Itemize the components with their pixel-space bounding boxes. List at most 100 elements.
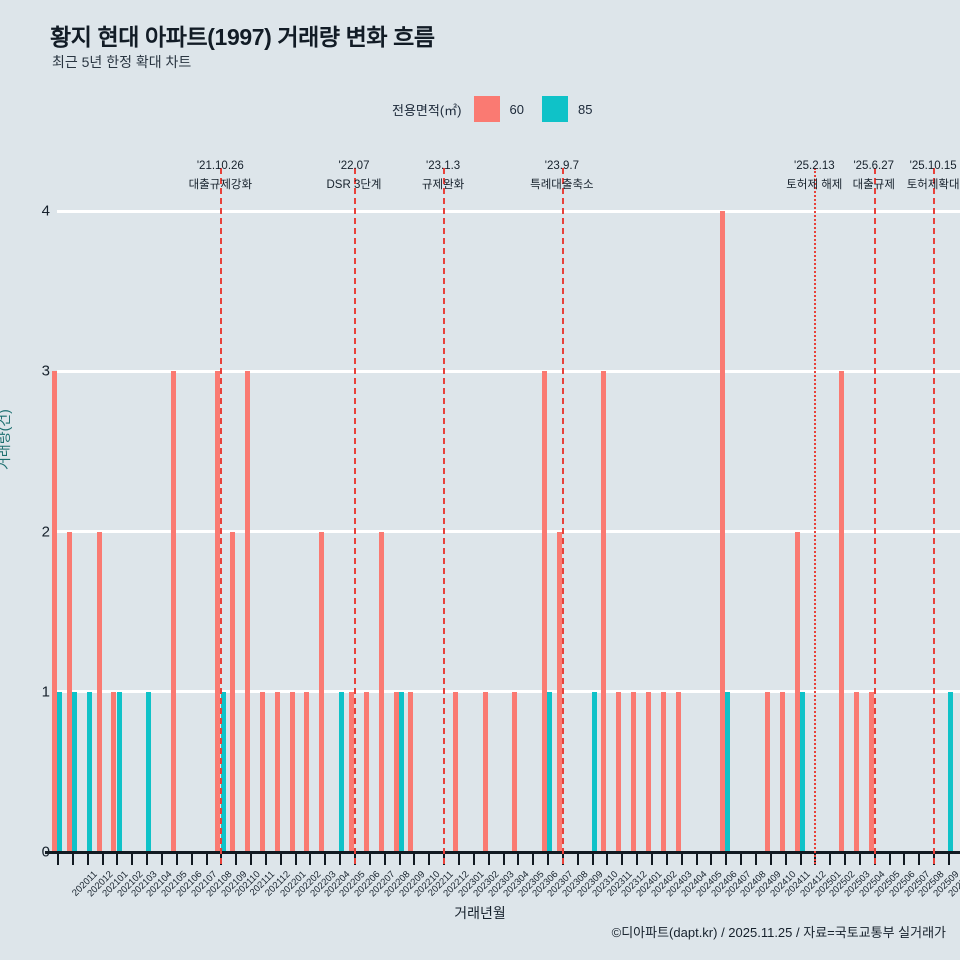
event-name: 토허제 해제 [786, 179, 843, 191]
event-name: 특례대출축소 [530, 179, 594, 191]
bar [794, 531, 800, 852]
x-tick [279, 854, 282, 865]
event-label: '22.07 DSR 3단계 [326, 160, 381, 192]
x-tick [175, 854, 178, 865]
bar [591, 691, 597, 852]
bar [378, 531, 384, 852]
x-tick [754, 854, 757, 865]
event-name: 대출규제강화 [188, 179, 253, 191]
x-tick [264, 854, 267, 865]
bar [72, 691, 78, 852]
x-tick [621, 854, 624, 865]
gridline [57, 530, 960, 533]
event-name: 규제완화 [421, 179, 465, 191]
x-axis-line [45, 851, 960, 854]
x-tick [665, 854, 668, 865]
bar [393, 691, 399, 852]
event-line [933, 168, 936, 864]
y-tick-label: 2 [41, 523, 50, 540]
x-tick [591, 854, 594, 865]
chart-footer: ©디아파트(dapt.kr) / 2025.11.25 / 자료=국토교통부 실… [611, 925, 946, 940]
x-tick [532, 854, 535, 865]
event-line [354, 168, 356, 864]
y-axis-title: 거래량(건) [0, 409, 12, 470]
x-tick [116, 854, 119, 865]
x-tick [799, 854, 802, 865]
x-tick [57, 854, 59, 865]
y-tick-label: 4 [41, 202, 50, 220]
event-label: '25.10.15 토허제확대 [907, 160, 960, 192]
event-name: 토허제확대 [906, 179, 960, 191]
y-tick-label: 3 [41, 362, 50, 380]
bar [96, 531, 102, 852]
event-line [220, 168, 223, 864]
x-tick [413, 854, 416, 865]
bar [230, 531, 236, 852]
gridline [57, 690, 960, 694]
bar [349, 691, 354, 852]
bar [146, 691, 152, 852]
bar [547, 691, 553, 852]
bar [408, 691, 414, 852]
x-tick [888, 854, 891, 865]
x-tick [457, 854, 460, 865]
bar [482, 691, 488, 852]
bar [289, 691, 295, 852]
legend-swatch-60 [473, 96, 500, 122]
bar [764, 691, 770, 852]
x-tick [86, 854, 89, 865]
bar [398, 691, 404, 852]
y-axis-labels: 01234 [0, 203, 50, 861]
x-tick [844, 854, 847, 865]
event-date: '25.2.13 [794, 160, 835, 172]
legend-label-85: 85 [577, 101, 593, 117]
x-tick [903, 854, 906, 865]
x-tick [680, 854, 683, 865]
x-tick [740, 854, 743, 865]
x-tick [235, 854, 238, 865]
bar [779, 691, 785, 852]
event-name: 대출규제 [852, 179, 895, 191]
chart-legend: 전용면적(㎡) 60 85 [392, 96, 610, 122]
x-tick [576, 854, 579, 865]
bar [660, 691, 666, 852]
bar [720, 211, 726, 852]
bar [839, 371, 845, 852]
bar [363, 691, 369, 852]
page-title: 황지 현대 아파트(1997) 거래량 변화 흐름 [50, 24, 435, 50]
x-tick [472, 854, 475, 865]
x-tick [829, 854, 832, 865]
x-tick [428, 854, 431, 865]
x-tick [769, 854, 772, 865]
x-tick [547, 854, 550, 865]
bar [616, 691, 622, 852]
bar [512, 691, 518, 852]
event-date: '25.6.27 [853, 160, 895, 172]
page-subtitle: 최근 5년 한정 확대 차트 [52, 54, 192, 70]
x-tick [160, 854, 163, 865]
x-tick [294, 854, 297, 865]
event-label: '23.1.3 규제완화 [422, 160, 464, 192]
x-tick [636, 854, 639, 865]
event-date: '22.07 [338, 160, 370, 172]
x-tick [487, 854, 490, 865]
x-tick [324, 854, 327, 865]
x-tick [517, 854, 520, 865]
x-tick [190, 854, 193, 865]
x-tick [339, 854, 342, 865]
plot-area [52, 209, 960, 854]
bar [452, 691, 458, 852]
bar [111, 691, 117, 852]
x-tick [918, 854, 921, 865]
bar [675, 691, 681, 852]
event-date: '25.10.15 [909, 160, 957, 172]
event-date: '23.1.3 [426, 160, 461, 172]
event-name: DSR 3단계 [326, 179, 382, 191]
x-tick [383, 854, 386, 865]
bar [853, 691, 859, 852]
x-tick [71, 854, 74, 865]
y-tick-label: 1 [41, 683, 50, 701]
bar [799, 691, 805, 852]
bar [259, 691, 265, 852]
